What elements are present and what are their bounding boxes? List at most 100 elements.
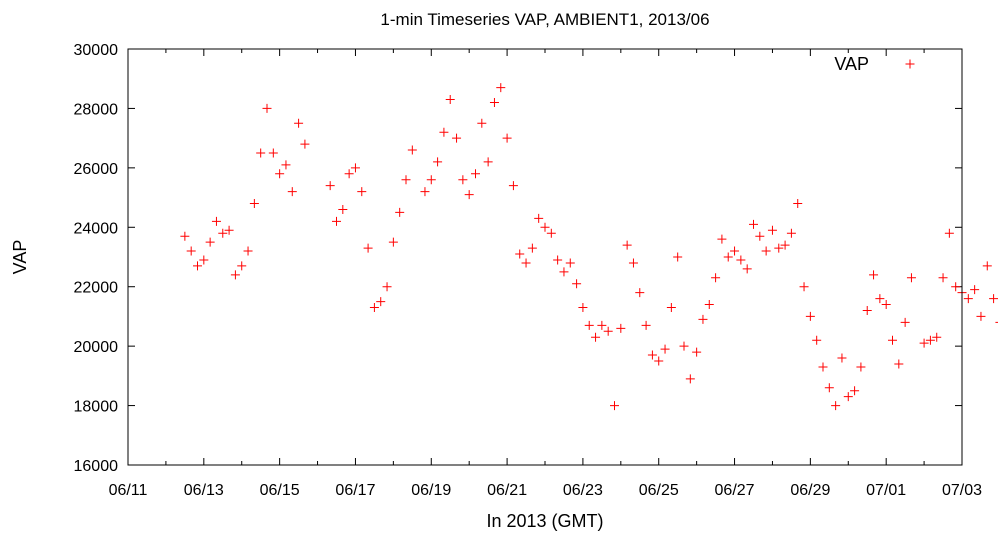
data-point <box>982 261 992 271</box>
x-tick-label: 07/01 <box>866 482 906 499</box>
data-point <box>989 294 998 304</box>
data-point <box>338 204 348 214</box>
data-point <box>180 231 190 241</box>
x-tick-label: 06/13 <box>184 482 224 499</box>
data-point <box>237 261 247 271</box>
data-point <box>610 401 619 411</box>
data-point <box>502 133 512 143</box>
y-tick-label: 28000 <box>74 101 119 118</box>
data-point <box>951 282 961 292</box>
data-point <box>243 246 253 256</box>
data-point <box>584 320 594 330</box>
data-point <box>300 139 310 149</box>
data-point <box>508 181 518 191</box>
data-point <box>906 273 916 283</box>
data-point <box>224 225 234 235</box>
data-point <box>445 95 455 105</box>
data-point <box>275 169 285 179</box>
data-point <box>350 163 360 173</box>
data-point <box>843 392 853 402</box>
x-axis-label: In 2013 (GMT) <box>486 511 603 531</box>
data-point <box>199 255 209 265</box>
data-point <box>862 305 872 315</box>
data-point <box>647 350 657 360</box>
data-point <box>711 273 721 283</box>
data-point <box>717 234 727 244</box>
data-point <box>325 181 335 191</box>
data-point <box>919 338 929 348</box>
data-point <box>963 294 973 304</box>
axes-layer: 16000 18000 20000 22000 24000 26000 28000 30000… <box>74 42 983 499</box>
data-point <box>559 267 569 277</box>
data-point <box>900 317 910 327</box>
data-point <box>565 258 575 268</box>
legend-marker-plus <box>905 59 915 69</box>
data-point <box>395 207 405 217</box>
data-point <box>837 353 847 363</box>
data-point <box>774 243 784 253</box>
plot-frame <box>127 48 963 466</box>
data-point <box>407 145 417 155</box>
data-point <box>471 169 480 179</box>
data-point <box>268 148 278 158</box>
data-point <box>186 246 196 256</box>
data-point <box>869 270 879 280</box>
data-point <box>591 332 601 342</box>
data-point <box>357 187 367 197</box>
x-tick-label: 06/17 <box>335 482 375 499</box>
data-point <box>976 311 986 321</box>
data-point <box>673 252 683 262</box>
y-axis-label: VAP <box>10 240 30 275</box>
data-point <box>685 374 695 384</box>
data-point <box>742 264 752 274</box>
data-point <box>888 335 897 345</box>
data-point <box>749 219 758 229</box>
legend: VAP <box>834 54 915 74</box>
y-tick-label: 20000 <box>74 339 119 356</box>
y-tick-label: 18000 <box>74 399 119 416</box>
data-point <box>818 362 828 372</box>
data-point <box>553 255 563 265</box>
data-point <box>489 97 499 107</box>
data-point <box>211 216 221 226</box>
data-point <box>477 118 487 128</box>
data-point <box>875 294 885 304</box>
data-point <box>546 228 556 238</box>
data-point <box>628 258 638 268</box>
data-point <box>780 240 790 250</box>
data-point <box>515 249 525 259</box>
data-point <box>388 237 398 247</box>
data-point <box>332 216 341 226</box>
data-point <box>193 261 202 271</box>
data-point <box>723 252 733 262</box>
data-point <box>433 157 443 167</box>
data-point <box>654 356 664 366</box>
data-point <box>856 362 866 372</box>
data-point <box>679 341 689 351</box>
data-point <box>464 190 474 200</box>
data-point <box>736 255 746 265</box>
data-point <box>281 160 291 170</box>
data-point <box>218 228 228 238</box>
data-point <box>831 401 841 411</box>
data-point <box>483 157 493 167</box>
y-tick-label: 26000 <box>74 161 119 178</box>
data-point <box>894 359 904 369</box>
data-point <box>344 169 354 179</box>
data-point <box>824 383 834 393</box>
data-point <box>287 187 297 197</box>
data-point <box>382 282 392 292</box>
data-point <box>635 288 645 298</box>
data-point <box>256 148 266 158</box>
data-point <box>420 187 430 197</box>
data-point <box>230 270 240 280</box>
data-point <box>534 213 544 223</box>
data-point <box>540 222 550 232</box>
data-point <box>521 258 531 268</box>
data-point <box>704 300 714 310</box>
data-point <box>995 321 998 323</box>
data-point <box>294 118 304 128</box>
data-point <box>376 297 386 307</box>
data-point <box>603 326 613 336</box>
data-point <box>262 103 272 113</box>
